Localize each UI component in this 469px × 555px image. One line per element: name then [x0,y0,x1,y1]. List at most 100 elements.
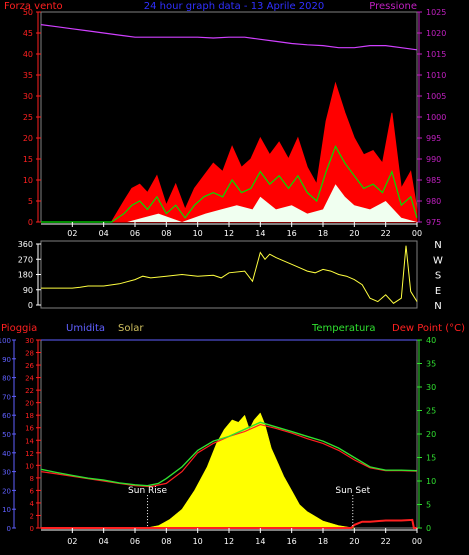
temperature-x-tick-label: 08 [161,537,171,546]
humidity-tick-label: 80 [2,375,11,383]
rain-tick-label: 28 [25,350,34,358]
humidity-tick-label: 50 [2,431,11,439]
rain-tick-label: 6 [30,487,35,495]
temperature-tick-label: 30 [426,383,436,392]
direction-tick-label: 270 [18,255,33,264]
temperature-series [40,339,418,529]
wind-axis: 0 5 10 15 20 25 30 35 40 45 50 [23,8,41,227]
wind-x-tick-label: 00 [412,229,422,238]
temperature-x-tick-label: 22 [381,537,391,546]
temperature-tick-label: 35 [426,360,436,369]
pressure-tick-label: 975 [426,218,441,227]
temperature-tick-label: 40 [426,336,436,345]
solar-label: Solar [118,323,144,334]
rain-line [41,518,417,529]
wind-tick-label: 0 [28,218,33,227]
rain-tick-label: 12 [25,450,34,458]
wind-tick-label: 25 [23,113,33,122]
temperature-x-tick-label: 14 [255,537,265,546]
humidity-tick-label: 40 [2,450,11,458]
wind-x-tick-label: 04 [99,229,109,238]
rain-tick-label: 16 [25,425,34,433]
direction-tick-label: 90 [23,286,33,295]
pressure-line [40,24,418,51]
rain-tick-label: 14 [25,437,34,445]
temperature-line [40,421,418,487]
temperature-tick-label: 25 [426,407,436,416]
wind-x-tick-label: 20 [349,229,359,238]
wind-x-tick-label: 02 [67,229,77,238]
rain-tick-label: 0 [30,525,34,533]
direction-tick-label: 0 [28,301,33,310]
temperature-tick-label: 0 [426,524,431,533]
pressure-tick-label: 980 [426,197,441,206]
compass-label: E [435,286,441,297]
temperature-tick-label: 5 [426,501,431,510]
wind-x-tick-label: 18 [318,229,328,238]
pressure-tick-label: 995 [426,134,441,143]
temperature-x-tick-label: 18 [318,537,328,546]
temperature-panel: 0102030405060708090100 02468101214161820… [0,336,436,546]
pressure-tick-label: 1020 [426,29,446,38]
rain-tick-label: 8 [30,475,34,483]
humidity-tick-label: 0 [7,525,11,533]
rain-tick-label: 2 [30,512,34,520]
wind-avg-line [41,144,418,223]
pressure-tick-label: 1010 [426,71,446,80]
temperature-x-tick-label: 00 [412,537,422,546]
humidity-tick-label: 30 [2,469,11,477]
wind-tick-label: 5 [28,197,33,206]
dew-point-label: Dew Point (°C) [392,323,465,334]
temperature-tick-label: 10 [426,477,436,486]
wind-x-tick-label: 06 [130,229,140,238]
humidity-tick-label: 90 [2,356,11,364]
pressure-tick-label: 1015 [426,50,446,59]
compass-label: S [435,271,441,282]
compass-label: W [433,255,443,266]
rain-tick-label: 18 [25,412,34,420]
temperature-tick-label: 20 [426,430,436,439]
humidity-label: Umidita [66,323,105,334]
wind-tick-label: 10 [23,176,33,185]
temperature-x-tick-label: 10 [193,537,203,546]
pressure-label: Pressione [369,1,417,12]
pressure-tick-label: 1000 [426,113,446,122]
wind-x-tick-label: 22 [381,229,391,238]
humidity-tick-label: 70 [2,393,11,401]
temperature-axis: 0 5 10 15 20 25 30 35 40 [417,336,436,533]
temperature-tick-label: 15 [426,454,436,463]
temperature-x-axis: 02 04 06 08 10 12 14 16 18 20 22 00 [41,528,422,546]
rain-tick-label: 10 [25,462,34,470]
wind-tick-label: 15 [23,155,33,164]
temperature-x-tick-label: 04 [99,537,109,546]
compass-label: N [434,240,441,251]
pressure-tick-label: 1025 [426,8,446,17]
rain-tick-label: 24 [25,375,34,383]
pressure-tick-label: 990 [426,155,441,164]
direction-tick-label: 360 [18,240,33,249]
wind-x-tick-label: 10 [193,229,203,238]
pressure-axis: 975 980 985 990 995 1000 1005 1010 1015 1020 1025 [417,8,446,227]
temperature-x-tick-label: 20 [349,537,359,546]
wind-x-axis: 02 04 06 08 10 12 14 16 18 20 22 00 [41,222,422,238]
rain-tick-label: 4 [30,500,35,508]
direction-axis: 0 90 180 270 360 [18,240,41,310]
wind-tick-label: 20 [23,134,33,143]
wind-series [40,24,418,223]
temperature-label: Temperatura [311,323,376,334]
humidity-tick-label: 60 [2,412,11,420]
graph-title: 24 hour graph data - 13 Aprile 2020 [144,1,324,12]
wind-x-tick-label: 12 [224,229,234,238]
wind-speed-label: Forza vento [4,1,63,12]
temperature-x-tick-label: 16 [287,537,297,546]
rain-label: Pioggia [1,323,37,334]
sunset-label: Sun Set [335,486,370,496]
direction-series [41,245,418,304]
wind-max-area [41,81,418,223]
wind-tick-label: 35 [23,71,33,80]
